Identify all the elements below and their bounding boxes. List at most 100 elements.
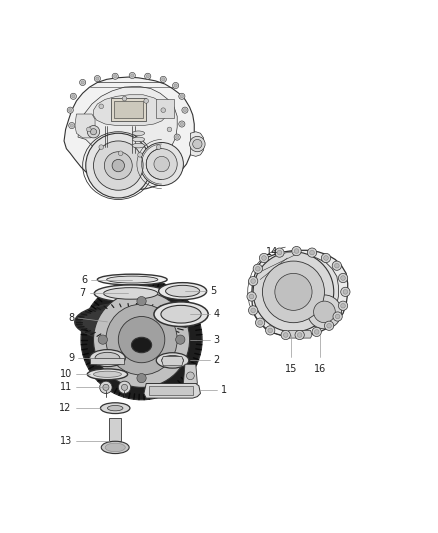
Polygon shape [90,358,124,364]
Circle shape [307,295,342,329]
Circle shape [184,109,187,112]
Polygon shape [287,330,312,338]
Ellipse shape [162,356,184,366]
Ellipse shape [81,306,184,337]
Polygon shape [149,386,193,395]
Circle shape [69,123,75,128]
Ellipse shape [159,282,207,300]
Polygon shape [78,86,177,164]
Polygon shape [259,256,339,329]
Ellipse shape [90,350,125,367]
Circle shape [258,320,262,325]
Text: 1: 1 [221,385,227,395]
Text: 14: 14 [266,247,278,257]
Circle shape [173,83,179,88]
Circle shape [87,127,91,132]
Circle shape [310,251,314,255]
Text: 12: 12 [60,403,72,413]
Circle shape [137,374,146,383]
Circle shape [253,252,334,332]
Ellipse shape [94,285,167,302]
Ellipse shape [75,303,190,341]
Polygon shape [109,418,121,441]
Circle shape [167,127,172,132]
Circle shape [327,324,332,328]
Circle shape [187,372,194,379]
Circle shape [249,294,254,299]
Circle shape [294,249,299,253]
Circle shape [261,256,266,260]
Circle shape [154,156,170,172]
Ellipse shape [87,369,127,379]
Circle shape [72,95,75,98]
Ellipse shape [156,353,189,368]
Circle shape [335,263,339,268]
Circle shape [332,261,342,270]
Circle shape [277,251,282,255]
Circle shape [251,308,255,313]
Polygon shape [155,99,174,118]
Circle shape [99,104,103,109]
Circle shape [174,84,177,87]
Circle shape [314,301,336,322]
Circle shape [180,123,184,126]
Circle shape [275,248,284,257]
Circle shape [80,79,86,85]
Ellipse shape [132,131,145,135]
Circle shape [81,81,84,84]
Text: 13: 13 [60,436,72,446]
Circle shape [104,152,132,180]
Circle shape [70,93,77,99]
Circle shape [283,333,288,337]
Circle shape [182,107,188,113]
Circle shape [275,273,312,310]
Circle shape [255,318,265,327]
Circle shape [140,142,184,185]
Circle shape [94,76,100,82]
Circle shape [162,78,165,81]
Polygon shape [191,132,204,156]
Circle shape [118,317,165,363]
Circle shape [161,108,166,112]
Ellipse shape [100,403,130,414]
Ellipse shape [107,406,123,411]
Polygon shape [64,77,194,190]
Circle shape [179,121,185,127]
Polygon shape [162,357,184,366]
Circle shape [343,289,348,294]
Circle shape [325,321,334,330]
Circle shape [118,381,131,393]
Circle shape [87,126,100,138]
Circle shape [312,327,321,336]
Circle shape [160,76,166,83]
Ellipse shape [154,302,208,327]
Circle shape [90,128,97,135]
Circle shape [93,292,190,387]
Circle shape [98,335,107,344]
Ellipse shape [131,337,152,353]
Circle shape [138,152,142,157]
Circle shape [341,303,346,308]
Circle shape [281,330,290,340]
Text: 9: 9 [68,353,74,363]
Ellipse shape [166,285,200,297]
Ellipse shape [132,143,145,148]
Ellipse shape [107,276,158,283]
Text: 7: 7 [80,288,86,298]
Circle shape [339,301,348,310]
Circle shape [118,151,123,156]
Circle shape [255,266,260,271]
Circle shape [193,140,202,149]
Circle shape [251,279,255,284]
Circle shape [106,304,177,375]
Circle shape [176,335,185,344]
Ellipse shape [97,274,167,285]
Ellipse shape [93,371,121,377]
Circle shape [129,72,135,78]
Circle shape [69,109,72,112]
Circle shape [100,381,112,393]
Text: 11: 11 [60,382,72,392]
Circle shape [336,314,340,319]
Circle shape [174,134,180,140]
Circle shape [81,280,202,400]
